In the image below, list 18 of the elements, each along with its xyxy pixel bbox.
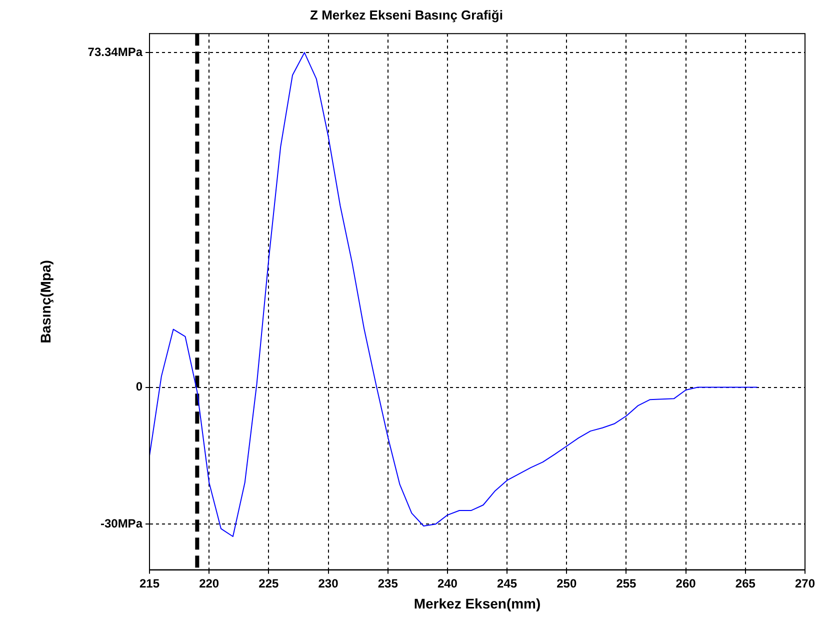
y-tick-label: 0 (136, 380, 143, 394)
x-tick-label: 230 (318, 576, 339, 590)
x-tick-label: 265 (735, 576, 756, 590)
x-tick-label: 260 (676, 576, 696, 590)
y-tick-label: -30MPa (100, 516, 143, 530)
x-tick-label: 250 (556, 576, 577, 590)
x-tick-label: 270 (794, 576, 816, 590)
y-axis-title: Basınç(Mpa) (37, 260, 54, 344)
x-tick-label: 235 (378, 576, 398, 590)
x-tick-label: 240 (437, 576, 458, 590)
x-tick-label: 245 (497, 576, 518, 590)
x-tick-label: 220 (199, 576, 220, 590)
x-tick-label: 225 (258, 576, 280, 590)
x-axis-title: Merkez Eksen(mm) (414, 595, 541, 612)
x-tick-label: 255 (616, 576, 637, 590)
chart-title: Z Merkez Ekseni Basınç Grafiği (310, 7, 503, 22)
x-tick-label: 215 (139, 576, 160, 590)
y-tick-label: 73.34MPa (88, 44, 143, 59)
